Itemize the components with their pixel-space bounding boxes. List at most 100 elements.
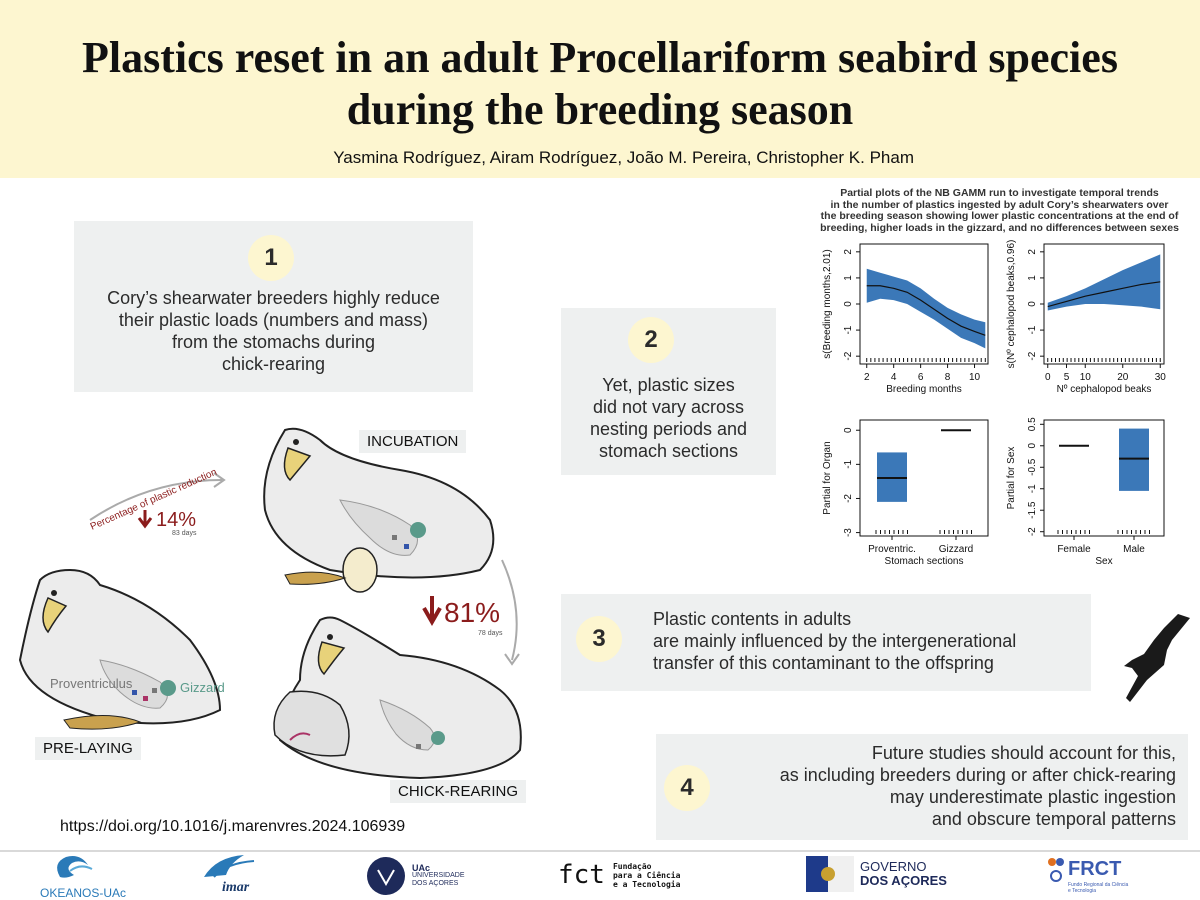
uac-seal-icon: [367, 857, 405, 895]
incubation-bird: [263, 427, 495, 593]
fct-short: fct: [558, 860, 605, 890]
chart-4-frame: [1043, 419, 1165, 537]
frct-logo: FRCT Fundo Regional da Ciência e Tecnolo…: [1046, 856, 1128, 894]
chart-4-ytick-label: -0.5: [1027, 458, 1038, 476]
chart-2-fit-line: [1047, 281, 1161, 308]
authors: Yasmina Rodríguez, Airam Rodríguez, João…: [333, 148, 914, 167]
chart-3-ytick-label: 0: [843, 427, 854, 433]
reduction-2-value: 81%: [444, 597, 500, 628]
imar-text: imar: [222, 880, 250, 895]
chart-caption: Partial plots of the NB GAMM run to inve…: [820, 187, 1179, 234]
chart-4-ylabel: Partial for Sex: [1006, 447, 1017, 510]
finding-1-text: Cory’s shearwater breeders highly reduce…: [107, 288, 440, 374]
uac-short: UAc: [412, 863, 431, 873]
imar-wave-icon: [204, 855, 255, 878]
chart-2-ytick-label: -2: [1027, 351, 1038, 360]
chart-2-ytick-label: 1: [1027, 275, 1038, 281]
chart-1-ytick-label: 0: [843, 301, 854, 307]
finding-2-box: 2 Yet, plastic sizes did not vary across…: [561, 308, 776, 475]
chart-1-ytick-label: 2: [843, 249, 854, 255]
chart-3-ytick-label: -3: [843, 528, 854, 537]
chart-2-ci-band: [1047, 254, 1161, 311]
chart-4-box: [1119, 428, 1149, 491]
chart-1-xtick-label: 2: [864, 372, 870, 383]
finding-1-box: 1 Cory’s shearwater breeders highly redu…: [74, 221, 473, 392]
stage-label-incubation: INCUBATION: [359, 430, 467, 453]
frct-mark-icon: [1048, 858, 1064, 882]
title-banner: Plastics reset in an adult Procellarifor…: [0, 0, 1200, 178]
chart-4-xtick-label: Male: [1123, 544, 1145, 555]
reduction-arrow-label: Percentage of plastic reduction: [89, 467, 219, 533]
chart-2-xlabel: Nº cephalopod beaks: [1057, 384, 1152, 395]
chart-3-xtick-label: Proventric.: [868, 544, 916, 555]
chart-1-xtick-label: 4: [891, 372, 897, 383]
chart-1-fit-line: [866, 285, 986, 336]
chart-2-ylabel: s(Nº cephalopod beaks,0.96): [1006, 240, 1017, 369]
chart-4-ytick-label: -2: [1027, 527, 1038, 536]
azores-flag-icon: [806, 856, 854, 892]
title-line-2: during the breeding season: [346, 85, 854, 134]
fct-logo: fct Fundação para a Ciência e a Tecnolog…: [558, 860, 681, 890]
chart-2-ytick-label: 0: [1027, 301, 1038, 307]
okeanos-text: OKEANOS-UAc: [40, 886, 127, 900]
chart-4-ytick-label: -1.5: [1027, 501, 1038, 519]
shearwater-silhouette-icon: [1124, 614, 1190, 702]
chart-3-xtick-label: Gizzard: [939, 544, 973, 555]
okeanos-wave-icon: [57, 856, 93, 878]
gizzard-label: Gizzard: [180, 680, 225, 695]
chart-4-ytick-label: -1: [1027, 484, 1038, 493]
chickrearing-bird: [273, 616, 522, 780]
governo-acores-logo: GOVERNO DOS AÇORES: [806, 856, 947, 892]
frct-short: FRCT: [1068, 857, 1122, 880]
stage-label-chickrearing: CHICK-REARING: [390, 780, 527, 803]
reduction-1-days: 83 days: [172, 530, 197, 537]
chart-2-xtick-label: 10: [1080, 372, 1092, 383]
chart-3-xlabel: Stomach sections: [885, 556, 964, 567]
proventriculus-label: Proventriculus: [50, 676, 133, 691]
finding-3-badge: 3: [576, 616, 622, 662]
title-line-1: Plastics reset in an adult Procellarifor…: [82, 33, 1118, 82]
finding-2-badge: 2: [628, 317, 674, 363]
finding-3-box: 3 Plastic contents in adults are mainly …: [561, 594, 1091, 691]
bird-illustration: Proventriculus Gizzard Percentage of pla…: [18, 427, 522, 780]
chart-1-xtick-label: 6: [918, 372, 924, 383]
chart-4-xlabel: Sex: [1095, 556, 1112, 567]
chart-2-xtick-label: 5: [1064, 372, 1070, 383]
chart-1-xtick-label: 10: [969, 372, 981, 383]
chart-4-ytick-label: 0.5: [1027, 417, 1038, 431]
okeanos-logo: OKEANOS-UAc: [40, 853, 126, 900]
poster-title: Plastics reset in an adult Procellarifor…: [0, 32, 1200, 136]
chart-3-frame: [859, 419, 989, 537]
finding-4-box: 4 Future studies should account for this…: [656, 734, 1188, 840]
prelaying-bird: [18, 568, 222, 730]
chart-1-ci-band: [866, 268, 986, 349]
chart-1-ytick-label: -2: [843, 351, 854, 360]
chart-1-xtick-label: 8: [945, 372, 951, 383]
chart-3-ytick-label: -1: [843, 459, 854, 468]
footer-divider: [0, 850, 1200, 852]
chart-4-xtick-label: Female: [1057, 544, 1091, 555]
finding-3-text: Plastic contents in adults are mainly in…: [653, 609, 1017, 673]
doi-link[interactable]: https://doi.org/10.1016/j.marenvres.2024…: [60, 818, 406, 835]
uac-logo: UAc UNIVERSIDADE DOS AÇORES: [366, 856, 465, 896]
chart-1-ylabel: s(Breeding months,2.01): [822, 249, 833, 359]
chart-2-xtick-label: 20: [1117, 372, 1129, 383]
reduction-2-days: 78 days: [478, 630, 503, 637]
chart-2-ytick-label: -1: [1027, 325, 1038, 334]
stage-label-prelaying: PRE-LAYING: [35, 737, 141, 760]
finding-1-badge: 1: [248, 235, 294, 281]
finding-4-text: Future studies should account for this, …: [779, 743, 1176, 829]
chart-3-ylabel: Partial for Organ: [822, 441, 833, 514]
chart-2-ytick-label: 2: [1027, 249, 1038, 255]
finding-2-text: Yet, plastic sizes did not vary across n…: [589, 375, 748, 461]
chart-2-xtick-label: 0: [1045, 372, 1051, 383]
imar-logo: imar: [200, 853, 260, 896]
chart-1-ytick-label: -1: [843, 325, 854, 334]
chart-4-ytick-label: 0: [1027, 443, 1038, 449]
reduction-1-value: 14%: [156, 509, 196, 531]
chart-2-xtick-label: 30: [1155, 372, 1167, 383]
chart-1-ytick-label: 1: [843, 275, 854, 281]
chart-3-ytick-label: -2: [843, 494, 854, 503]
chart-1-xlabel: Breeding months: [886, 384, 962, 395]
